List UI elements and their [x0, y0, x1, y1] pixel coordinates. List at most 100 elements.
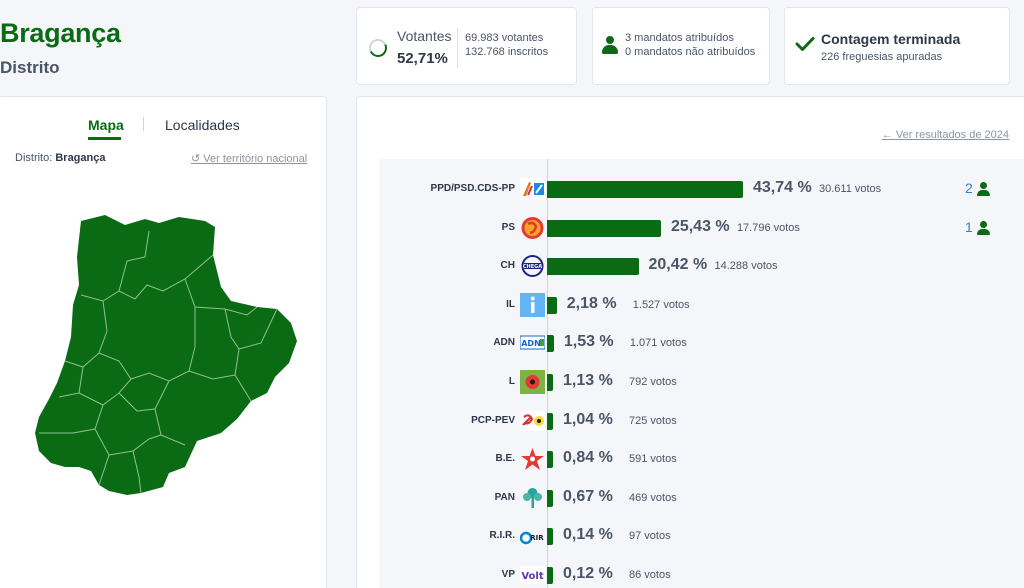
party-logo-icon [520, 447, 545, 471]
svg-text:Volt: Volt [521, 571, 543, 582]
party-name: B.E. [495, 453, 515, 465]
party-name: IL [506, 298, 515, 310]
inscritos-count: 132.768 inscritos [465, 46, 549, 58]
vote-percentage: 25,43 % [670, 217, 730, 235]
party-logo-icon [520, 177, 545, 201]
tab-localidades[interactable]: Localidades [165, 117, 240, 133]
vote-count: 591 votos [629, 453, 677, 466]
chart-axis-line [547, 159, 548, 588]
party-name: R.I.R. [489, 530, 515, 542]
votantes-count: 69.983 votantes [465, 32, 544, 44]
vote-count: 14.288 votos [714, 260, 778, 273]
party-row: PAN 0,67 % 469 votos [379, 483, 1024, 513]
party-row: IL 2,18 % 1.527 votos [379, 290, 1024, 320]
party-logo-icon [520, 292, 545, 317]
vote-count: 725 votos [629, 414, 677, 427]
district-shape[interactable] [35, 215, 297, 495]
party-name: PAN [494, 491, 515, 503]
vote-percentage: 1,04 % [563, 410, 613, 428]
active-tab-indicator [88, 137, 121, 140]
party-row: CH CHEGA 20,42 % 14.288 votos [379, 251, 1024, 281]
vote-count: 17.796 votos [736, 221, 800, 234]
map-card: Mapa Localidades Distrito: Bragança ↺ Ve… [0, 96, 327, 588]
vote-percentage: 2,18 % [566, 294, 617, 312]
vote-bar [547, 258, 639, 276]
vote-percentage: 43,74 % [753, 179, 812, 196]
vote-bar [547, 181, 743, 198]
party-row: R.I.R. RIR 0,14 % 97 votos [379, 521, 1024, 551]
vote-percentage: 1,13 % [563, 372, 613, 389]
district-map[interactable] [0, 197, 328, 517]
vote-bar [547, 374, 553, 391]
party-row: PCP-PEV 1,04 % 725 votos [379, 406, 1024, 436]
party-name: L [508, 376, 515, 387]
divider [457, 28, 458, 68]
district-title: Bragança [0, 18, 121, 48]
results-card: ← Ver resultados de 2024 PPD/PSD.CDS-PP 4… [356, 96, 1024, 588]
ver-resultados-2024-label: Ver resultados de 2024 [895, 129, 1009, 141]
party-name: ADN [493, 337, 515, 349]
vote-count: 86 votos [629, 569, 671, 581]
vote-bar [547, 219, 661, 237]
mandatos-atribuidos: 3 mandatos atribuídos [625, 32, 734, 44]
vote-count: 1.527 votos [632, 298, 690, 311]
vote-bar [547, 528, 553, 546]
party-row: L 1,13 % 792 votos [379, 367, 1024, 397]
vote-bar [547, 567, 553, 584]
ver-resultados-2024-link[interactable]: ← Ver resultados de 2024 [882, 129, 1009, 141]
contagem-subtitle: 226 freguesias apuradas [821, 51, 943, 63]
party-logo-icon: CHEGA [520, 254, 545, 278]
party-logo-icon: ADN [519, 331, 546, 355]
party-logo-icon: Volt [520, 563, 545, 587]
votantes-card: Votantes 52,71% 69.983 votantes 132.768 … [356, 7, 577, 85]
party-row: PPD/PSD.CDS-PP 43,74 % 30.611 votos 2 [379, 174, 1024, 204]
municipality-borders [39, 230, 278, 494]
party-row: VP Volt 0,12 % 86 votos [379, 560, 1024, 588]
check-icon [795, 37, 815, 51]
ver-territorio-nacional-link[interactable]: ↺ Ver território nacional [191, 152, 307, 165]
vote-bar [547, 296, 557, 314]
vote-count: 1.071 votos [629, 337, 687, 350]
vote-percentage: 1,53 % [563, 333, 614, 351]
mandatos-card: 3 mandatos atribuídos 0 mandatos não atr… [592, 7, 770, 85]
votantes-label: Votantes [397, 28, 452, 44]
vote-percentage: 0,84 % [563, 449, 613, 467]
svg-text:CHEGA: CHEGA [523, 264, 542, 270]
person-icon [601, 36, 619, 56]
vote-count: 469 votos [629, 491, 677, 504]
vote-count: 97 votos [629, 530, 671, 543]
results-chart: PPD/PSD.CDS-PP 43,74 % 30.611 votos 2 PS 25,4… [379, 159, 1024, 588]
vote-count: 30.611 votos [819, 183, 882, 195]
vote-bar [547, 335, 554, 353]
contagem-card: Contagem terminada 226 freguesias apurad… [784, 7, 1010, 85]
votantes-percentage: 52,71% [397, 50, 448, 67]
distrito-value: Bragança [55, 152, 106, 164]
vote-bar [547, 412, 553, 430]
vote-percentage: 0,12 % [563, 565, 613, 582]
vote-bar [547, 451, 553, 469]
party-logo-icon [520, 216, 545, 240]
seats-count: 1 [965, 218, 973, 235]
party-logo-icon [520, 370, 545, 394]
party-name: VP [501, 569, 515, 580]
person-icon [977, 220, 991, 235]
party-name: PS [501, 221, 515, 233]
contagem-title: Contagem terminada [821, 31, 961, 47]
person-icon [977, 182, 991, 196]
party-row: PS 25,43 % 17.796 votos 1 [379, 213, 1024, 243]
mandatos-nao-atribuidos: 0 mandatos não atribuídos [625, 46, 756, 58]
party-logo-icon [520, 409, 545, 433]
party-name: PPD/PSD.CDS-PP [430, 183, 515, 194]
vote-bar [547, 489, 553, 507]
party-logo-icon [520, 486, 545, 510]
seats-count: 2 [965, 180, 973, 196]
party-row: ADN ADN 1,53 % 1.071 votos [379, 328, 1024, 358]
party-name: CH [500, 260, 515, 272]
party-row: B.E. 0,84 % 591 votos [379, 444, 1024, 474]
svg-text:RIR: RIR [530, 534, 544, 542]
tab-mapa[interactable]: Mapa [88, 117, 124, 133]
vote-percentage: 0,67 % [563, 487, 613, 505]
svg-text:ADN: ADN [521, 339, 541, 348]
progress-ring-icon [366, 36, 390, 60]
arrow-left-icon: ← [881, 129, 893, 141]
